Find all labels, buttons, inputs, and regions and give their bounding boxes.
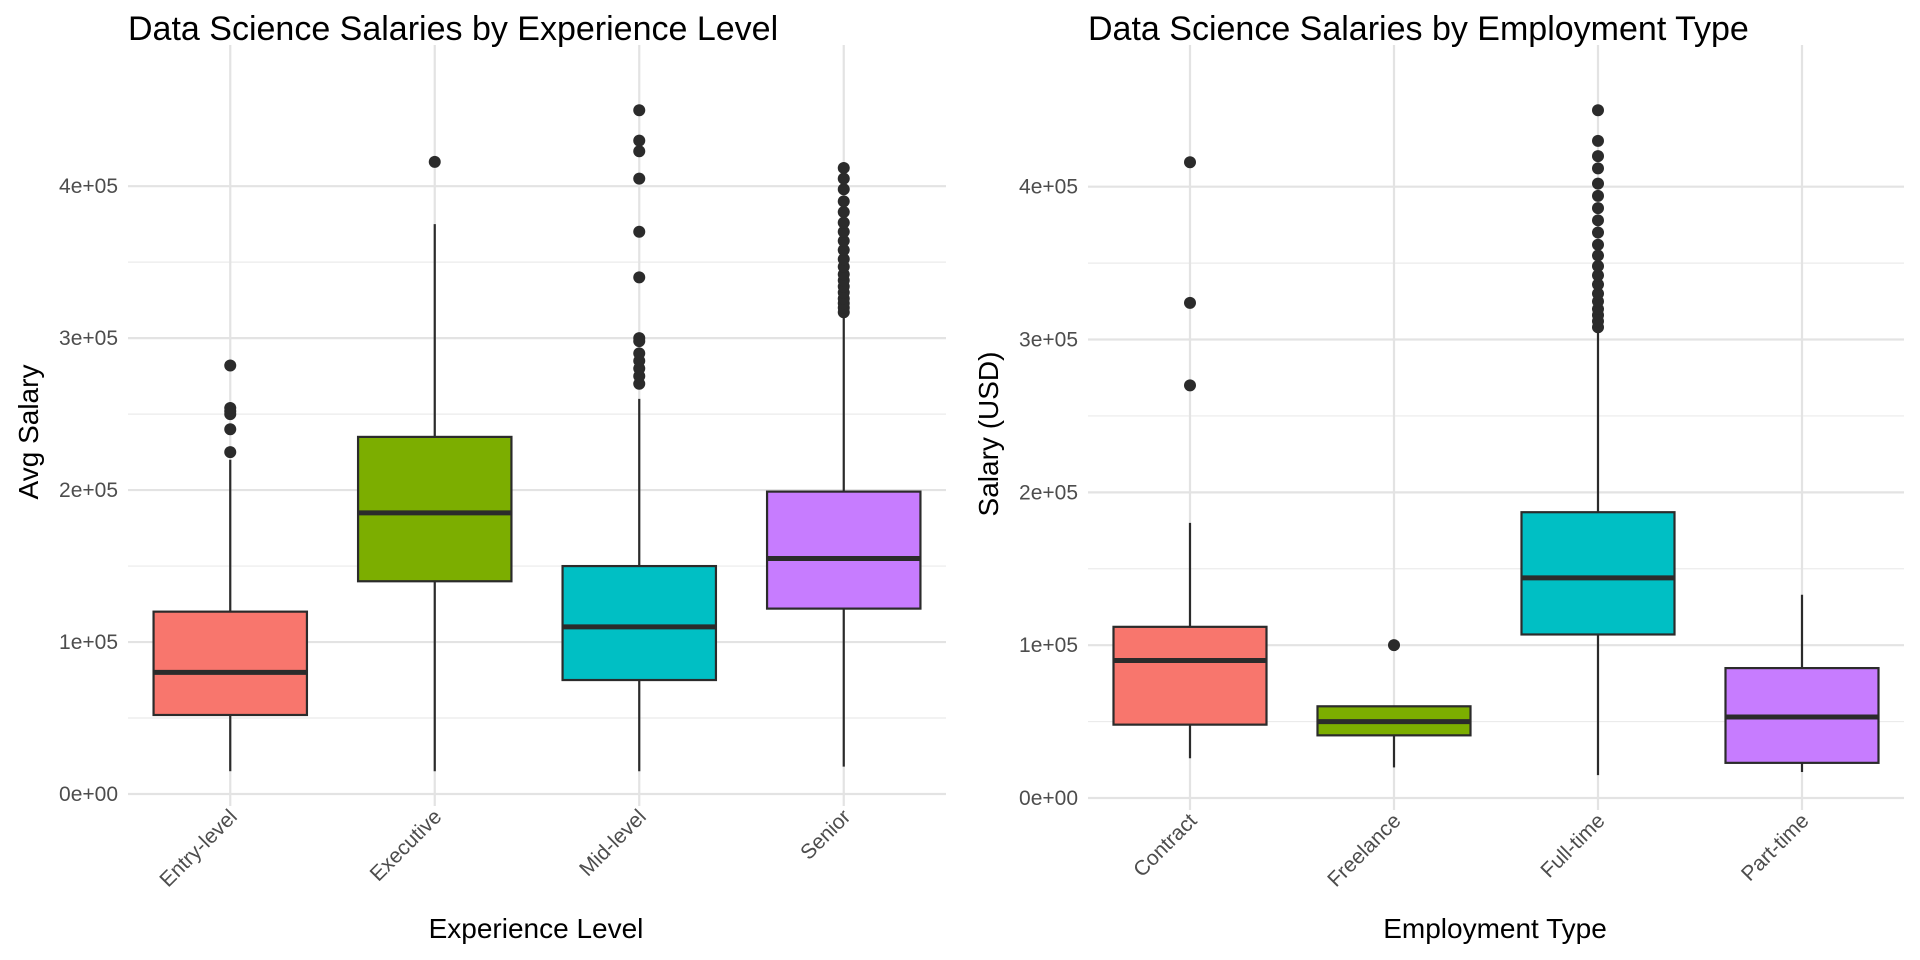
outlier-point bbox=[837, 216, 850, 229]
outlier-point bbox=[1592, 260, 1604, 273]
outlier-point bbox=[428, 155, 441, 168]
chart-title: Data Science Salaries by Experience Leve… bbox=[128, 10, 778, 48]
outlier-point bbox=[1592, 226, 1604, 239]
outlier-point bbox=[837, 206, 850, 219]
box-part-time bbox=[1724, 594, 1880, 773]
iqr-box bbox=[561, 564, 718, 682]
outlier-point bbox=[633, 271, 646, 284]
outlier-point bbox=[1388, 639, 1400, 652]
iqr-box bbox=[1520, 511, 1676, 636]
outlier-point bbox=[1592, 162, 1604, 175]
outlier-point bbox=[1592, 249, 1604, 262]
y-axis-title: Avg Salary bbox=[13, 365, 44, 500]
y-tick-label: 3e+05 bbox=[1019, 329, 1078, 352]
chart-title: Data Science Salaries by Employment Type bbox=[1088, 10, 1749, 48]
outlier-point bbox=[633, 134, 646, 147]
outlier-point bbox=[1592, 214, 1604, 227]
employment-type-boxplot-panel: Data Science Salaries by Employment Type… bbox=[960, 0, 1920, 960]
outlier-point bbox=[837, 225, 850, 238]
outlier-point bbox=[1184, 379, 1196, 392]
x-tick-label: Freelance bbox=[1323, 809, 1405, 891]
experience-level-boxplot: Data Science Salaries by Experience Leve… bbox=[13, 10, 946, 944]
box-freelance bbox=[1316, 639, 1472, 768]
box-full-time bbox=[1520, 104, 1676, 776]
outlier-point bbox=[224, 359, 237, 372]
x-tick-label: Contract bbox=[1129, 809, 1202, 882]
outlier-point bbox=[224, 423, 237, 436]
outlier-point bbox=[633, 332, 646, 345]
y-tick-label: 4e+05 bbox=[1019, 176, 1078, 199]
y-axis-title: Salary (USD) bbox=[973, 352, 1004, 517]
y-tick-label: 2e+05 bbox=[1019, 481, 1078, 504]
outlier-point bbox=[224, 446, 237, 459]
outlier-point bbox=[1592, 278, 1604, 291]
outlier-point bbox=[633, 347, 646, 360]
outlier-point bbox=[1592, 104, 1604, 117]
outlier-point bbox=[633, 225, 646, 238]
y-tick-label: 0e+00 bbox=[1019, 787, 1078, 810]
outlier-point bbox=[1592, 269, 1604, 282]
outlier-point bbox=[1592, 189, 1604, 202]
employment-type-boxplot: Data Science Salaries by Employment Type… bbox=[973, 10, 1904, 944]
outlier-point bbox=[633, 104, 646, 117]
box-contract bbox=[1112, 156, 1268, 759]
y-tick-label: 3e+05 bbox=[59, 327, 118, 350]
iqr-box bbox=[1112, 625, 1268, 726]
x-tick-label: Mid-level bbox=[575, 805, 651, 881]
outlier-point bbox=[837, 253, 850, 266]
outlier-point bbox=[1592, 287, 1604, 300]
outlier-point bbox=[1592, 150, 1604, 163]
outlier-point bbox=[837, 161, 850, 174]
y-tick-label: 2e+05 bbox=[59, 479, 118, 502]
iqr-box bbox=[152, 610, 309, 717]
outlier-point bbox=[1592, 238, 1604, 251]
box-mid-level bbox=[561, 104, 718, 772]
x-axis-title: Employment Type bbox=[1383, 913, 1607, 944]
y-tick-label: 4e+05 bbox=[59, 175, 118, 198]
outlier-point bbox=[837, 234, 850, 247]
outlier-point bbox=[837, 172, 850, 185]
iqr-box bbox=[765, 490, 922, 610]
outlier-point bbox=[837, 243, 850, 256]
x-tick-label: Part-time bbox=[1737, 809, 1814, 886]
outlier-point bbox=[1184, 156, 1196, 169]
outlier-point bbox=[1184, 296, 1196, 309]
y-tick-label: 1e+05 bbox=[1019, 634, 1078, 657]
outlier-point bbox=[633, 145, 646, 158]
outlier-point bbox=[837, 183, 850, 196]
y-tick-label: 1e+05 bbox=[59, 631, 118, 654]
outlier-point bbox=[224, 402, 237, 415]
experience-level-boxplot-panel: Data Science Salaries by Experience Leve… bbox=[13, 10, 946, 944]
outlier-point bbox=[1592, 177, 1604, 190]
x-tick-label: Executive bbox=[366, 805, 447, 886]
outlier-point bbox=[1592, 134, 1604, 147]
x-tick-label: Full-time bbox=[1536, 809, 1609, 882]
x-tick-label: Entry-level bbox=[155, 805, 241, 891]
box-entry-level bbox=[152, 359, 309, 772]
x-tick-label: Senior bbox=[796, 805, 855, 864]
x-axis-title: Experience Level bbox=[429, 913, 644, 944]
iqr-box bbox=[356, 435, 513, 583]
box-senior bbox=[765, 161, 922, 767]
outlier-point bbox=[837, 195, 850, 208]
y-tick-label: 0e+00 bbox=[59, 783, 118, 806]
outlier-point bbox=[1592, 202, 1604, 215]
outlier-point bbox=[633, 172, 646, 185]
box-executive bbox=[356, 155, 513, 772]
